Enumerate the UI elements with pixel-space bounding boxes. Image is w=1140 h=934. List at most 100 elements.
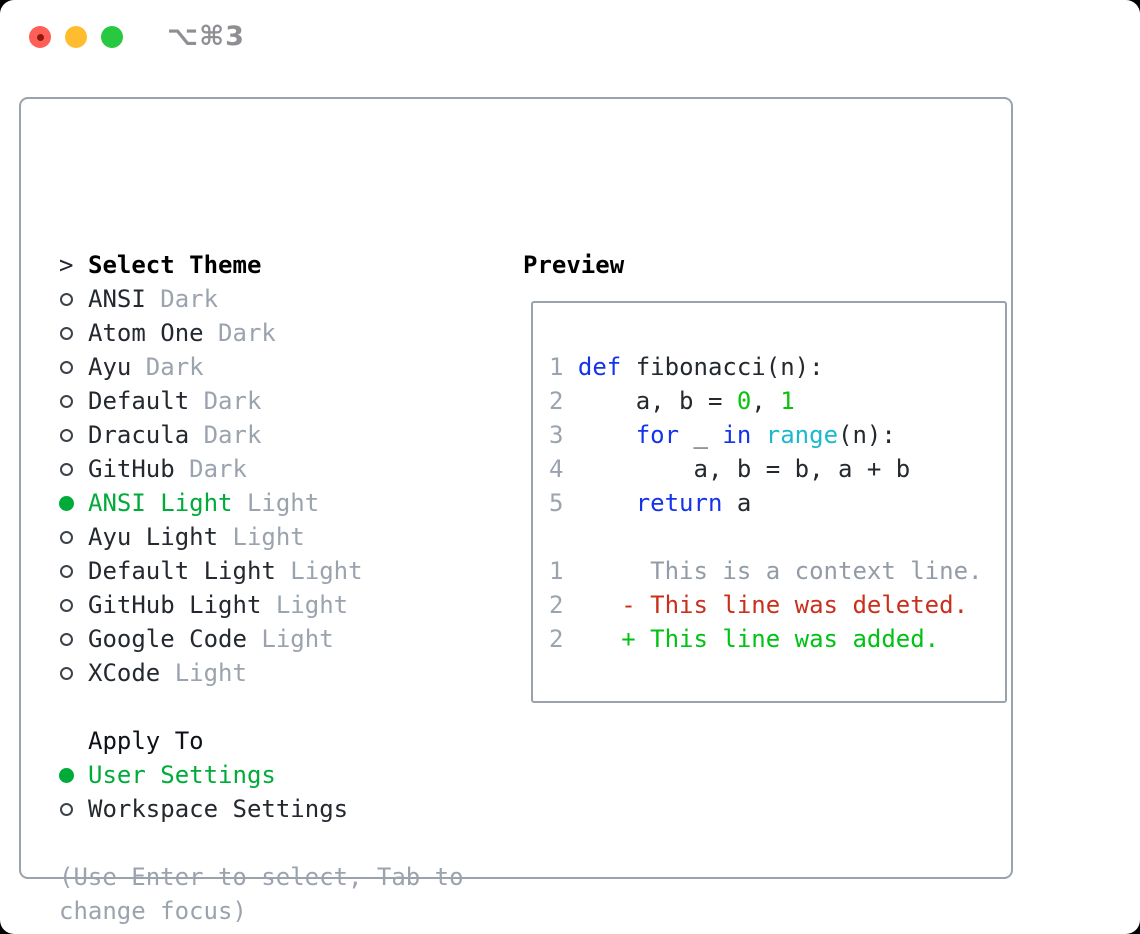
code-segment: This is a context line.	[563, 557, 983, 585]
code-segment: def	[577, 353, 622, 381]
theme-picker-column: > Select Theme ANSI Dark Atom One Dark Ayu…	[59, 248, 499, 928]
code-segment: a, b =	[563, 387, 737, 415]
code-segment: - This line was deleted.	[563, 591, 969, 619]
theme-item-default[interactable]: Default Dark	[59, 384, 499, 418]
spacer	[59, 690, 499, 724]
item-label: Dracula	[88, 421, 190, 449]
theme-item-ansi-light[interactable]: ANSI Light Light	[59, 486, 499, 520]
code-segment: return	[635, 489, 723, 517]
radio-slot	[59, 326, 88, 340]
select-theme-header: > Select Theme	[59, 248, 499, 282]
line-number: 4	[549, 455, 564, 483]
radio-slot	[59, 767, 88, 783]
item-label: GitHub Light	[88, 591, 262, 619]
line-number: 1	[549, 557, 564, 585]
preview-title: Preview	[523, 251, 625, 279]
item-variant-label: Light	[232, 489, 320, 517]
item-variant-label: Light	[218, 523, 305, 551]
radio-icon	[60, 530, 73, 544]
code-segment	[563, 421, 635, 449]
item-label: Google Code	[88, 625, 247, 653]
radio-slot	[59, 394, 88, 408]
item-variant-label: Dark	[131, 353, 204, 381]
theme-item-atom-one[interactable]: Atom One Dark	[59, 316, 499, 350]
radio-slot	[59, 564, 88, 578]
line-number: 2	[549, 625, 564, 653]
item-label: XCode	[88, 659, 161, 687]
radio-slot	[59, 292, 88, 306]
item-variant-label: Dark	[189, 387, 262, 415]
item-variant-label: Dark	[189, 421, 262, 449]
radio-icon	[60, 292, 73, 306]
diff-block: 1 This is a context line. 2 - This line w…	[549, 554, 995, 656]
item-label: Workspace Settings	[88, 795, 349, 823]
code-segment: ,	[751, 387, 781, 415]
radio-slot	[59, 632, 88, 646]
code-line: 2 a, b = 0, 1	[549, 384, 995, 418]
code-segment: (n):	[838, 421, 896, 449]
item-label: Default Light	[88, 557, 276, 585]
line-number: 2	[549, 591, 564, 619]
theme-item-github[interactable]: GitHub Dark	[59, 452, 499, 486]
caret-icon: >	[59, 251, 74, 279]
radio-icon	[60, 462, 73, 476]
caret-slot: >	[59, 248, 88, 282]
help-text-line: change focus)	[59, 897, 247, 925]
code-segment: a	[722, 489, 752, 517]
code-segment: for	[635, 421, 680, 449]
code-line: 5 return a	[549, 486, 995, 520]
theme-item-default-light[interactable]: Default Light Light	[59, 554, 499, 588]
item-label: Default	[88, 387, 190, 415]
code-segment	[563, 489, 635, 517]
radio-icon	[60, 666, 73, 680]
item-label: ANSI	[88, 285, 146, 313]
item-label: ANSI Light	[88, 489, 233, 517]
theme-item-ayu-light[interactable]: Ayu Light Light	[59, 520, 499, 554]
titlebar: ⌥⌘3	[0, 0, 1140, 74]
line-number: 1	[549, 353, 564, 381]
spacer	[59, 826, 499, 860]
radio-slot	[59, 666, 88, 680]
code-segment: fibonacci(n):	[621, 353, 824, 381]
apply-option-workspace-settings[interactable]: Workspace Settings	[59, 792, 499, 826]
code-segment: + This line was added.	[563, 625, 940, 653]
apply-option-user-settings[interactable]: User Settings	[59, 758, 499, 792]
theme-item-github-light[interactable]: GitHub Light Light	[59, 588, 499, 622]
item-variant-label: Dark	[145, 285, 219, 313]
item-label: Ayu Light	[88, 523, 219, 551]
radio-icon	[60, 802, 73, 816]
radio-icon	[60, 632, 73, 646]
theme-dialog-panel: > Select Theme ANSI Dark Atom One Dark Ayu…	[19, 97, 1013, 925]
code-segment	[751, 421, 765, 449]
item-variant-label: Light	[261, 591, 349, 619]
traffic-lights	[29, 26, 123, 48]
code-line: 3 for _ in range(n):	[549, 418, 995, 452]
radio-icon	[60, 394, 73, 408]
theme-item-google-code[interactable]: Google Code Light	[59, 622, 499, 656]
line-number: 5	[549, 489, 564, 517]
radio-slot	[59, 802, 88, 816]
diff-line: 1 This is a context line.	[549, 554, 995, 588]
item-variant-label: Light	[160, 659, 247, 687]
code-segment: in	[722, 421, 752, 449]
close-button-icon[interactable]	[29, 26, 51, 48]
zoom-button-icon[interactable]	[101, 26, 123, 48]
apply-to-header: Apply To	[88, 727, 204, 755]
code-segment: 0	[736, 387, 752, 415]
item-label: Ayu	[88, 353, 132, 381]
minimize-button-icon[interactable]	[65, 26, 87, 48]
help-text-line: (Use Enter to select, Tab to	[59, 863, 464, 891]
code-segment: 1	[780, 387, 795, 415]
diff-line: 2 - This line was deleted.	[549, 588, 995, 622]
diff-line: 2 + This line was added.	[549, 622, 995, 656]
theme-item-ansi[interactable]: ANSI Dark	[59, 282, 499, 316]
item-label: GitHub	[88, 455, 175, 483]
theme-item-xcode[interactable]: XCode Light	[59, 656, 499, 690]
theme-item-ayu[interactable]: Ayu Dark	[59, 350, 499, 384]
theme-item-dracula[interactable]: Dracula Dark	[59, 418, 499, 452]
code-segment: range	[765, 421, 839, 449]
item-label: Atom One	[88, 319, 204, 347]
